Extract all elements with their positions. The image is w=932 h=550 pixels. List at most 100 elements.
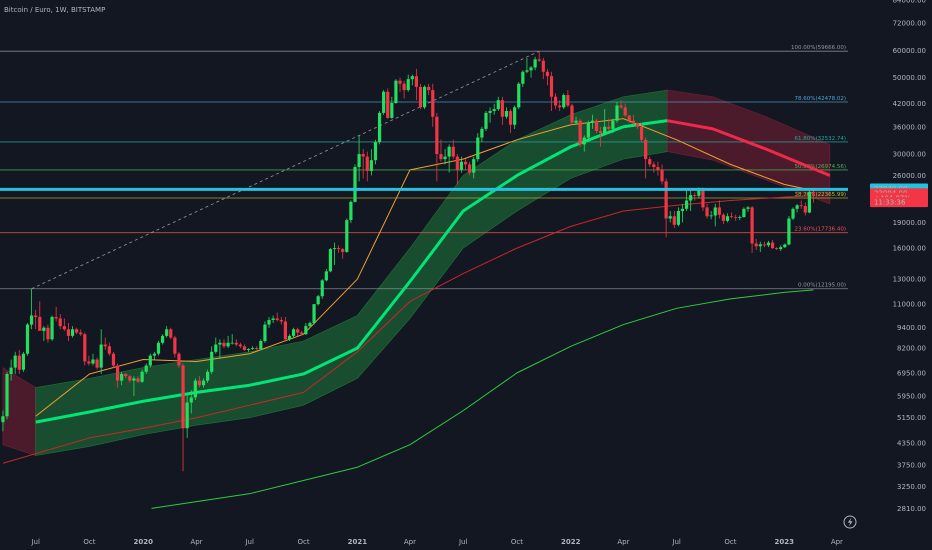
- candle-body: [287, 335, 292, 340]
- candle: [62, 318, 66, 331]
- candle-body: [328, 249, 333, 272]
- candle: [603, 109, 607, 136]
- candle-body: [639, 126, 644, 140]
- candle: [599, 126, 603, 147]
- candle-body: [279, 319, 283, 322]
- candle-body: [111, 353, 116, 366]
- candle-body: [382, 91, 386, 113]
- candle-body: [308, 322, 312, 327]
- candle-body: [99, 344, 103, 368]
- candle: [320, 279, 324, 299]
- x-tick-label: Apr: [831, 538, 843, 546]
- candle-body: [128, 376, 132, 381]
- candle: [173, 335, 177, 358]
- candle: [476, 133, 480, 162]
- candle-body: [177, 353, 181, 366]
- x-tick-label: Jul: [458, 538, 468, 546]
- candle: [332, 242, 337, 265]
- candle-body: [431, 90, 435, 117]
- candle: [189, 389, 193, 414]
- candle-body: [668, 216, 672, 219]
- candle-body: [103, 344, 107, 347]
- x-tick-label: Jul: [30, 538, 40, 546]
- candle: [623, 103, 627, 117]
- price-axis[interactable]: 84000.00 72000.00 60000.00 50000.00 42000.00…: [893, 0, 926, 513]
- candle-body: [463, 161, 468, 165]
- candle: [160, 334, 165, 345]
- lightning-badge-icon[interactable]: [843, 515, 857, 529]
- price-label-text: 11:33:36: [874, 199, 906, 207]
- candle-body: [206, 371, 210, 381]
- candle-body: [754, 243, 758, 247]
- candle: [787, 216, 791, 246]
- candle-body: [422, 86, 427, 108]
- candle: [308, 321, 312, 328]
- candle: [165, 326, 169, 338]
- candle-body: [631, 120, 635, 124]
- fib-label-0: 100.00%(59666.00): [791, 45, 846, 51]
- candle: [1, 410, 5, 432]
- candle: [50, 315, 54, 342]
- candle: [324, 269, 328, 282]
- candle-body: [660, 169, 664, 182]
- indicator-line-4: [151, 289, 814, 509]
- candle: [382, 90, 386, 115]
- candle-body: [811, 191, 816, 194]
- candle: [418, 83, 423, 110]
- time-axis[interactable]: Jul Oct 2020 Apr Jul Oct 2021 Apr Jul Oct 2022 Apr J…: [30, 538, 843, 546]
- candle: [427, 83, 431, 96]
- candle-body: [619, 105, 623, 108]
- candle-body: [87, 361, 91, 364]
- candle: [439, 139, 443, 162]
- candle: [635, 122, 640, 129]
- candle: [136, 376, 140, 383]
- candle-body: [689, 195, 693, 201]
- candle-body: [443, 156, 447, 160]
- candle: [779, 245, 783, 251]
- candle: [402, 80, 406, 99]
- candle-body: [38, 316, 42, 331]
- candle: [210, 346, 214, 374]
- candle: [70, 326, 75, 338]
- candle: [34, 309, 38, 330]
- candle-body: [607, 126, 611, 129]
- candle: [357, 135, 361, 182]
- candle-body: [807, 191, 812, 213]
- candle: [386, 88, 390, 119]
- candle: [795, 203, 799, 213]
- candle: [140, 369, 144, 383]
- candle: [508, 109, 513, 134]
- candle: [365, 151, 369, 182]
- candle: [406, 74, 410, 92]
- candle-body: [70, 329, 75, 336]
- candle: [607, 118, 611, 131]
- x-tick-label: 2022: [561, 538, 581, 546]
- fib-label-1: 78.60%(42478.02): [794, 96, 846, 102]
- candle: [500, 96, 504, 125]
- candle: [713, 203, 717, 227]
- candle-body: [644, 139, 648, 160]
- candle-body: [226, 342, 230, 347]
- candle: [730, 212, 734, 219]
- candle: [373, 139, 378, 165]
- candle: [95, 357, 99, 370]
- candle-body: [398, 80, 402, 84]
- candle: [283, 316, 287, 342]
- candle-body: [439, 154, 443, 160]
- candle-body: [406, 79, 410, 91]
- candle-body: [705, 207, 709, 217]
- candle-body: [803, 206, 807, 213]
- candle: [115, 363, 120, 388]
- candle-body: [124, 373, 128, 377]
- candle: [128, 375, 132, 383]
- candle-body: [386, 91, 390, 118]
- candle-body: [664, 181, 668, 219]
- candle-body: [738, 216, 742, 218]
- candle-body: [676, 211, 680, 225]
- candle-body: [79, 332, 83, 335]
- candle-body: [427, 86, 431, 91]
- candle-body: [66, 329, 71, 336]
- candle-body: [377, 112, 382, 143]
- candle-body: [742, 208, 746, 217]
